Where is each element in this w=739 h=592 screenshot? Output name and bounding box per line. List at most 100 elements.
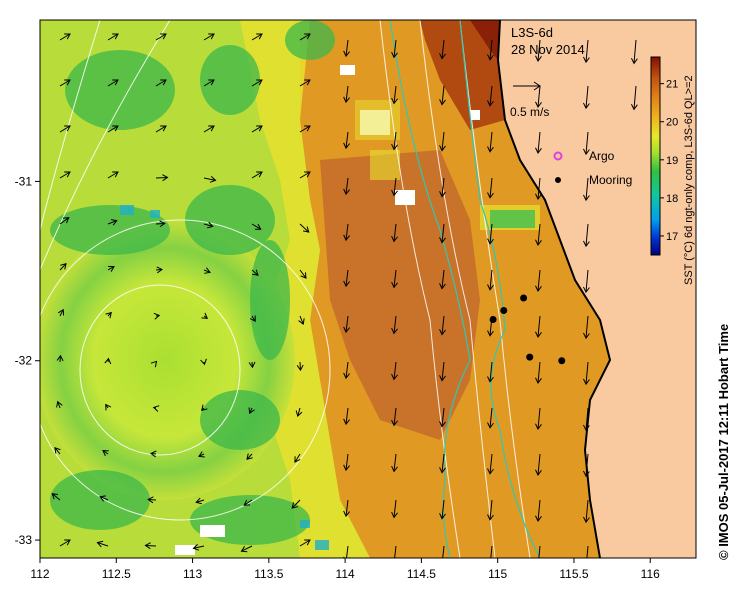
current-arrow [487, 131, 494, 153]
current-arrow [144, 542, 157, 550]
current-arrow [155, 266, 163, 274]
x-tick-label: 112 [30, 567, 49, 581]
current-arrow [487, 407, 494, 429]
product-title: L3S-6d [511, 25, 553, 40]
credit-label: © IMOS 05-Jul-2017 12:11 Hobart Time [716, 324, 731, 560]
current-arrow [487, 177, 494, 199]
current-arrow [105, 403, 112, 411]
current-arrow [583, 315, 590, 340]
current-arrow [487, 453, 494, 475]
mooring-markers [489, 294, 566, 365]
current-arrow [391, 361, 398, 381]
current-arrow [391, 177, 398, 197]
mooring-marker-icon [555, 177, 561, 183]
x-axis: 112 112.5 113 113.5 114 114.5 115 115.5 116 [30, 558, 660, 581]
current-arrow [583, 453, 590, 478]
current-arrow [192, 543, 205, 551]
current-arrow [251, 171, 263, 179]
current-arrow [391, 269, 398, 289]
current-arrow [535, 223, 542, 246]
current-arrow [343, 361, 350, 380]
current-arrow [487, 499, 494, 521]
mooring-dot [558, 357, 566, 365]
current-arrow [299, 269, 307, 279]
current-arrow [439, 499, 446, 520]
y-tick-label: -32 [15, 354, 33, 368]
current-arrow [343, 407, 350, 426]
current-arrow [299, 33, 311, 41]
current-arrow [299, 79, 311, 87]
current-arrow [535, 361, 542, 384]
current-arrow [107, 171, 119, 179]
current-arrow [203, 33, 215, 41]
current-arrow [391, 453, 398, 473]
current-arrow [535, 269, 542, 292]
coastline [496, 20, 612, 558]
current-arrow [243, 499, 253, 506]
current-arrow [153, 312, 161, 320]
current-arrow [583, 131, 590, 156]
current-arrow [391, 131, 398, 151]
current-arrow [296, 361, 304, 372]
current-arrow [343, 39, 350, 58]
current-arrow [59, 217, 70, 225]
y-tick-label: -33 [15, 533, 33, 547]
current-arrow [439, 223, 446, 244]
current-arrow [538, 545, 541, 558]
date-label: 28 Nov 2014 [511, 42, 585, 57]
x-tick-label: 113.5 [254, 567, 283, 581]
green-strip-offshore [490, 210, 535, 228]
current-arrow [56, 400, 63, 409]
mooring-dot [526, 353, 534, 361]
current-arrow [343, 499, 350, 518]
current-arrow [107, 265, 115, 272]
current-arrow [107, 33, 119, 41]
current-arrow [96, 540, 109, 548]
current-arrow [487, 223, 494, 245]
current-arrow [439, 407, 446, 428]
current-arrow [535, 407, 542, 430]
current-arrow [203, 267, 211, 274]
current-arrow [59, 171, 71, 179]
current-arrow [343, 177, 350, 196]
colorbar-tick-label: 17 [666, 231, 678, 243]
current-arrow [152, 405, 160, 412]
legend-mooring-label: Mooring [589, 173, 632, 187]
current-arrow [535, 131, 542, 154]
current-arrow [535, 177, 542, 200]
current-arrow [251, 223, 262, 230]
current-arrow [583, 361, 590, 386]
current-arrow [391, 545, 397, 558]
current-arrow [155, 33, 167, 41]
ocean-sst-mid [320, 150, 480, 440]
colorbar-title: SST (°C) 6d ngt-only comp, L3S-6d QL>=2 [683, 75, 695, 285]
current-arrow [299, 539, 311, 547]
x-tick-label: 114 [336, 567, 355, 581]
current-arrow [251, 33, 263, 41]
current-arrow [439, 85, 446, 106]
argo-marker-icon [553, 151, 563, 161]
current-arrow [343, 223, 350, 242]
current-arrow [343, 131, 350, 150]
current-arrow [535, 39, 542, 62]
mooring-dot [520, 294, 528, 302]
current-arrow [246, 453, 253, 460]
current-arrow [147, 496, 157, 504]
current-arrow [439, 361, 446, 382]
current-arrow [391, 315, 398, 335]
current-arrow [442, 545, 445, 558]
colorbar-ticks: 17 18 19 20 21 [660, 79, 678, 243]
current-arrow [391, 85, 398, 105]
current-arrow [299, 171, 311, 179]
scale-arrow [513, 81, 541, 91]
current-arrow [343, 269, 350, 288]
plot-frame [39, 19, 697, 559]
current-arrow [249, 315, 256, 323]
current-arrow [439, 315, 446, 336]
current-arrow [107, 219, 118, 226]
x-tick-label: 115.5 [559, 567, 588, 581]
legend-argo-label: Argo [589, 149, 615, 163]
current-arrow [391, 499, 398, 519]
current-arrow [535, 315, 542, 338]
isobath-contours [389, 20, 541, 558]
